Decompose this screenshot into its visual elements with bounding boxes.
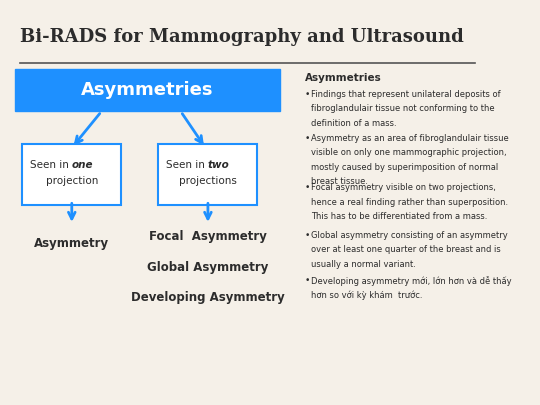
Text: mostly caused by superimposition of normal: mostly caused by superimposition of norm…: [311, 163, 498, 172]
Text: projection: projection: [45, 176, 98, 186]
Text: projections: projections: [179, 176, 237, 186]
Text: Bi-RADS for Mammography and Ultrasound: Bi-RADS for Mammography and Ultrasound: [20, 28, 463, 46]
Text: two: two: [208, 160, 230, 170]
FancyBboxPatch shape: [15, 69, 280, 111]
Text: breast tissue.: breast tissue.: [311, 177, 368, 186]
FancyBboxPatch shape: [158, 144, 258, 205]
Text: one: one: [72, 160, 93, 170]
Text: fibroglandulair tissue not conforming to the: fibroglandulair tissue not conforming to…: [311, 104, 495, 113]
Text: Focal  Asymmetry: Focal Asymmetry: [149, 230, 267, 243]
Text: Developing asymmetry mới, lớn hơn và dễ thấy: Developing asymmetry mới, lớn hơn và dễ …: [311, 276, 511, 286]
Text: definition of a mass.: definition of a mass.: [311, 119, 396, 128]
Text: Global asymmetry consisting of an asymmetry: Global asymmetry consisting of an asymme…: [311, 231, 508, 240]
FancyBboxPatch shape: [22, 144, 122, 205]
Text: visible on only one mammographic projection,: visible on only one mammographic project…: [311, 148, 507, 157]
Text: Seen in: Seen in: [30, 160, 72, 170]
Text: Asymmetry as an area of fibroglandulair tissue: Asymmetry as an area of fibroglandulair …: [311, 134, 509, 143]
Text: •: •: [305, 276, 310, 285]
Text: •: •: [305, 183, 310, 192]
Text: Developing Asymmetry: Developing Asymmetry: [131, 291, 285, 304]
Text: Findings that represent unilateral deposits of: Findings that represent unilateral depos…: [311, 90, 501, 99]
Text: Asymmetries: Asymmetries: [305, 73, 381, 83]
Text: •: •: [305, 231, 310, 240]
Text: Asymmetries: Asymmetries: [81, 81, 213, 99]
Text: •: •: [305, 90, 310, 99]
Text: hence a real finding rather than superposition.: hence a real finding rather than superpo…: [311, 198, 508, 207]
Text: •: •: [305, 134, 310, 143]
Text: This has to be differentiated from a mass.: This has to be differentiated from a mas…: [311, 212, 487, 221]
Text: Global Asymmetry: Global Asymmetry: [147, 261, 268, 274]
Text: hơn so với kỳ khám  trước.: hơn so với kỳ khám trước.: [311, 291, 422, 300]
Text: Asymmetry: Asymmetry: [34, 237, 109, 249]
Text: usually a normal variant.: usually a normal variant.: [311, 260, 416, 269]
Text: Focal asymmetry visible on two projections,: Focal asymmetry visible on two projectio…: [311, 183, 496, 192]
Text: Seen in: Seen in: [166, 160, 208, 170]
Text: over at least one quarter of the breast and is: over at least one quarter of the breast …: [311, 245, 501, 254]
